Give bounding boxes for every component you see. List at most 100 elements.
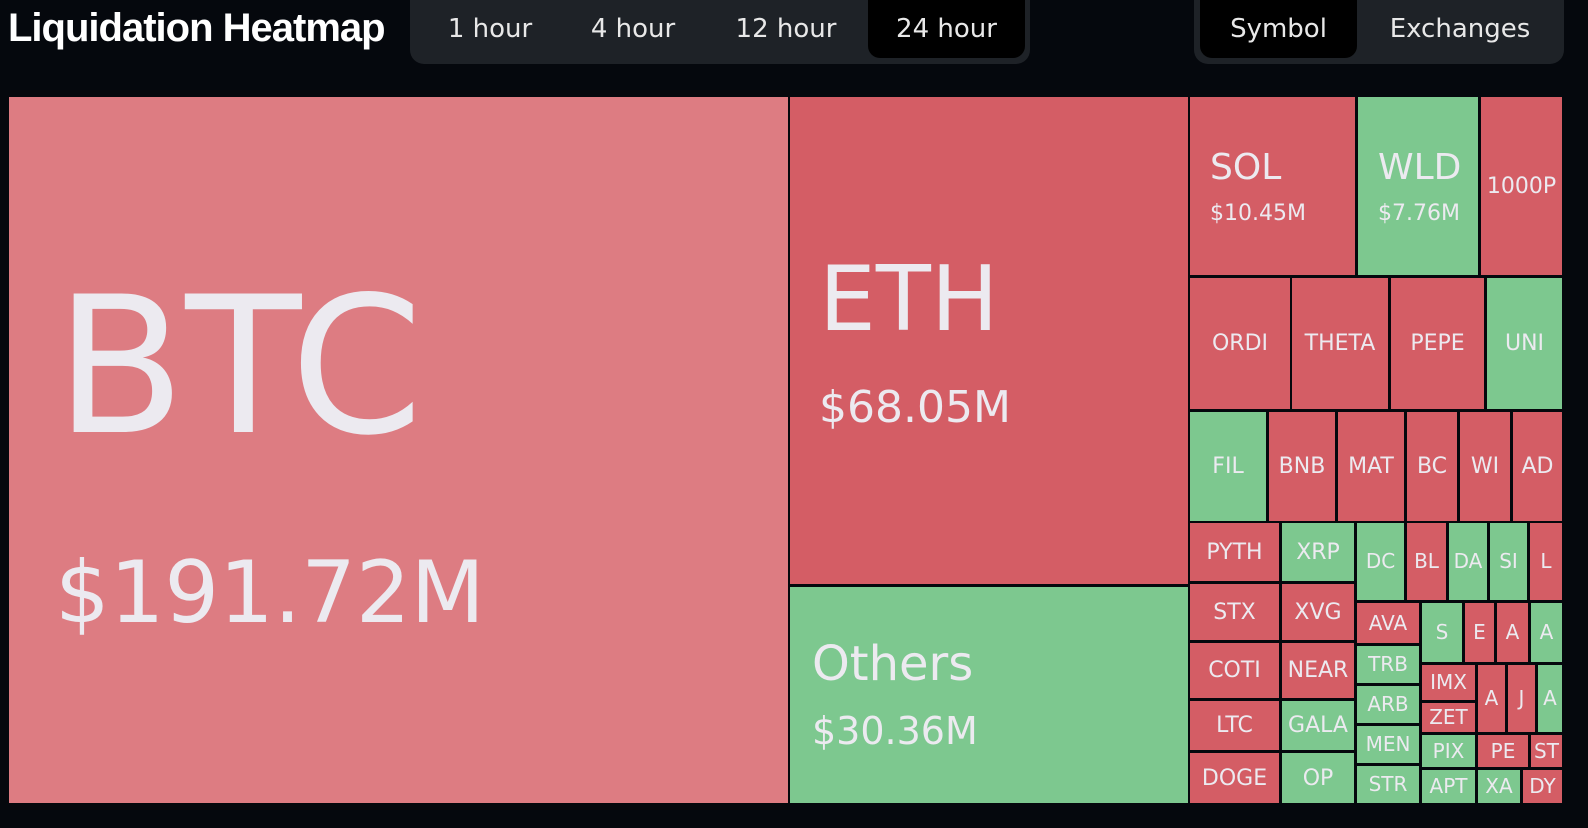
tile[interactable]: PIX — [1422, 735, 1475, 767]
tile-label: ZET — [1429, 705, 1468, 729]
tile[interactable]: ZET — [1422, 703, 1475, 732]
tile-label: A — [1484, 686, 1499, 710]
tile[interactable]: J — [1508, 665, 1535, 732]
tile[interactable]: PYTH — [1190, 523, 1279, 581]
tile-value: $10.45M — [1210, 200, 1306, 226]
tile[interactable]: BC — [1407, 412, 1457, 521]
tile-label: BC — [1416, 454, 1448, 479]
tile-label: J — [1518, 686, 1525, 710]
tile-value: $7.76M — [1378, 200, 1460, 226]
tile-label: ARB — [1367, 692, 1409, 716]
tile-label: XA — [1485, 774, 1513, 798]
tile[interactable]: STX — [1190, 584, 1279, 640]
tile-label: TRB — [1368, 652, 1408, 676]
tile[interactable]: UNI — [1487, 278, 1562, 409]
tile-label: DA — [1453, 549, 1483, 573]
tile[interactable]: AVA — [1357, 603, 1419, 643]
tile[interactable]: IMX — [1422, 665, 1475, 700]
tile-label: Others — [812, 636, 974, 692]
tile[interactable]: PE — [1478, 735, 1528, 767]
tile-label: DY — [1529, 774, 1556, 798]
tab[interactable]: 4 hour — [590, 14, 676, 44]
tile[interactable]: Others $30.36M — [790, 587, 1188, 803]
tile[interactable]: A — [1538, 665, 1562, 732]
tile[interactable]: DC — [1357, 523, 1404, 600]
tab[interactable]: 1 hour — [447, 14, 533, 44]
tile-label: A — [1543, 686, 1557, 710]
tile[interactable]: FIL — [1190, 412, 1266, 521]
tile-label: XRP — [1296, 539, 1340, 565]
tile-label: IMX — [1430, 670, 1467, 694]
tile[interactable]: THETA — [1292, 278, 1388, 409]
tile-label: BL — [1414, 549, 1439, 573]
tile-value: $68.05M — [819, 382, 1011, 433]
tile[interactable]: ST — [1531, 735, 1562, 767]
tile-label: SI — [1499, 549, 1518, 573]
tile[interactable]: BL — [1407, 523, 1446, 600]
tile-label: COTI — [1208, 658, 1261, 683]
tile-label: BTC — [55, 255, 423, 477]
tile-label: PE — [1490, 738, 1516, 763]
tile[interactable]: ARB — [1357, 686, 1419, 723]
tile[interactable]: 1000P — [1481, 97, 1562, 275]
tile[interactable]: WI — [1460, 412, 1510, 521]
tile[interactable]: SOL $10.45M — [1190, 97, 1355, 275]
tile-label: E — [1473, 620, 1486, 644]
tile[interactable]: BNB — [1269, 412, 1335, 521]
tile-label: PYTH — [1206, 539, 1263, 565]
time-tabs: 1 hour 4 hour 12 hour 24 hour — [410, 0, 1030, 64]
tile-label: GALA — [1288, 713, 1348, 738]
tile-label: STX — [1213, 599, 1256, 625]
tile[interactable]: COTI — [1190, 643, 1279, 698]
tile-label: NEAR — [1287, 658, 1349, 683]
tile-label: WLD — [1378, 146, 1462, 188]
tile[interactable]: TRB — [1357, 646, 1419, 683]
tile-label: UNI — [1504, 331, 1545, 356]
tile[interactable]: DA — [1449, 523, 1487, 600]
tab-active[interactable]: 24 hour — [868, 0, 1025, 58]
tile[interactable]: DY — [1523, 770, 1562, 803]
tile[interactable]: BTC $191.72M — [9, 97, 788, 803]
tab-active[interactable]: Symbol — [1200, 0, 1357, 58]
tile[interactable]: WLD $7.76M — [1358, 97, 1478, 275]
tile-label: DOGE — [1201, 765, 1268, 791]
tile[interactable]: PEPE — [1391, 278, 1484, 409]
tile[interactable]: MAT — [1338, 412, 1404, 521]
tile[interactable]: LTC — [1190, 701, 1279, 750]
tile[interactable]: E — [1465, 603, 1494, 662]
tile-value: $30.36M — [812, 709, 978, 753]
tile[interactable]: XA — [1478, 770, 1520, 803]
tile[interactable]: XRP — [1282, 523, 1354, 581]
tile[interactable]: OP — [1282, 753, 1354, 803]
tile[interactable]: S — [1422, 603, 1462, 662]
tile-label: L — [1540, 549, 1552, 573]
tile[interactable]: SI — [1490, 523, 1527, 600]
tile[interactable]: AD — [1513, 412, 1562, 521]
tile[interactable]: ETH $68.05M — [790, 97, 1188, 584]
tile-label: A — [1505, 620, 1520, 644]
tile-label: MAT — [1348, 454, 1394, 479]
tile[interactable]: A — [1478, 665, 1505, 732]
tab[interactable]: 12 hour — [735, 14, 837, 44]
tile[interactable]: NEAR — [1282, 643, 1354, 698]
tile[interactable]: ORDI — [1190, 278, 1290, 409]
tile-label: LTC — [1216, 713, 1253, 738]
tile[interactable]: A — [1497, 603, 1528, 662]
tile[interactable]: A — [1531, 603, 1562, 662]
tile-label: AD — [1521, 454, 1554, 479]
tile[interactable]: STR — [1357, 766, 1419, 803]
tile-label: APT — [1429, 774, 1468, 798]
tile[interactable]: L — [1530, 523, 1562, 600]
tile[interactable]: DOGE — [1190, 753, 1279, 803]
tile-label: ST — [1534, 738, 1559, 763]
tile[interactable]: GALA — [1282, 701, 1354, 750]
tile[interactable]: MEN — [1357, 726, 1419, 763]
tile[interactable]: APT — [1422, 770, 1475, 803]
tile-label: PEPE — [1410, 331, 1465, 356]
tile-label: MEN — [1365, 732, 1411, 756]
tab[interactable]: Exchanges — [1389, 14, 1531, 44]
tile-label: THETA — [1304, 331, 1376, 356]
tile-label: OP — [1302, 765, 1334, 791]
tile[interactable]: XVG — [1282, 584, 1354, 640]
